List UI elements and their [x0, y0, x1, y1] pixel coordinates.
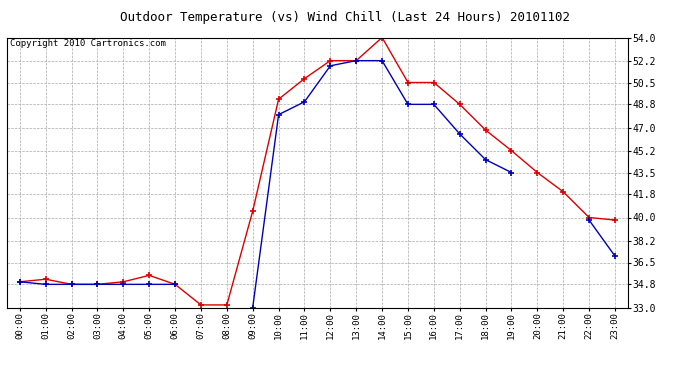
Text: Outdoor Temperature (vs) Wind Chill (Last 24 Hours) 20101102: Outdoor Temperature (vs) Wind Chill (Las… — [120, 11, 570, 24]
Text: Copyright 2010 Cartronics.com: Copyright 2010 Cartronics.com — [10, 39, 166, 48]
